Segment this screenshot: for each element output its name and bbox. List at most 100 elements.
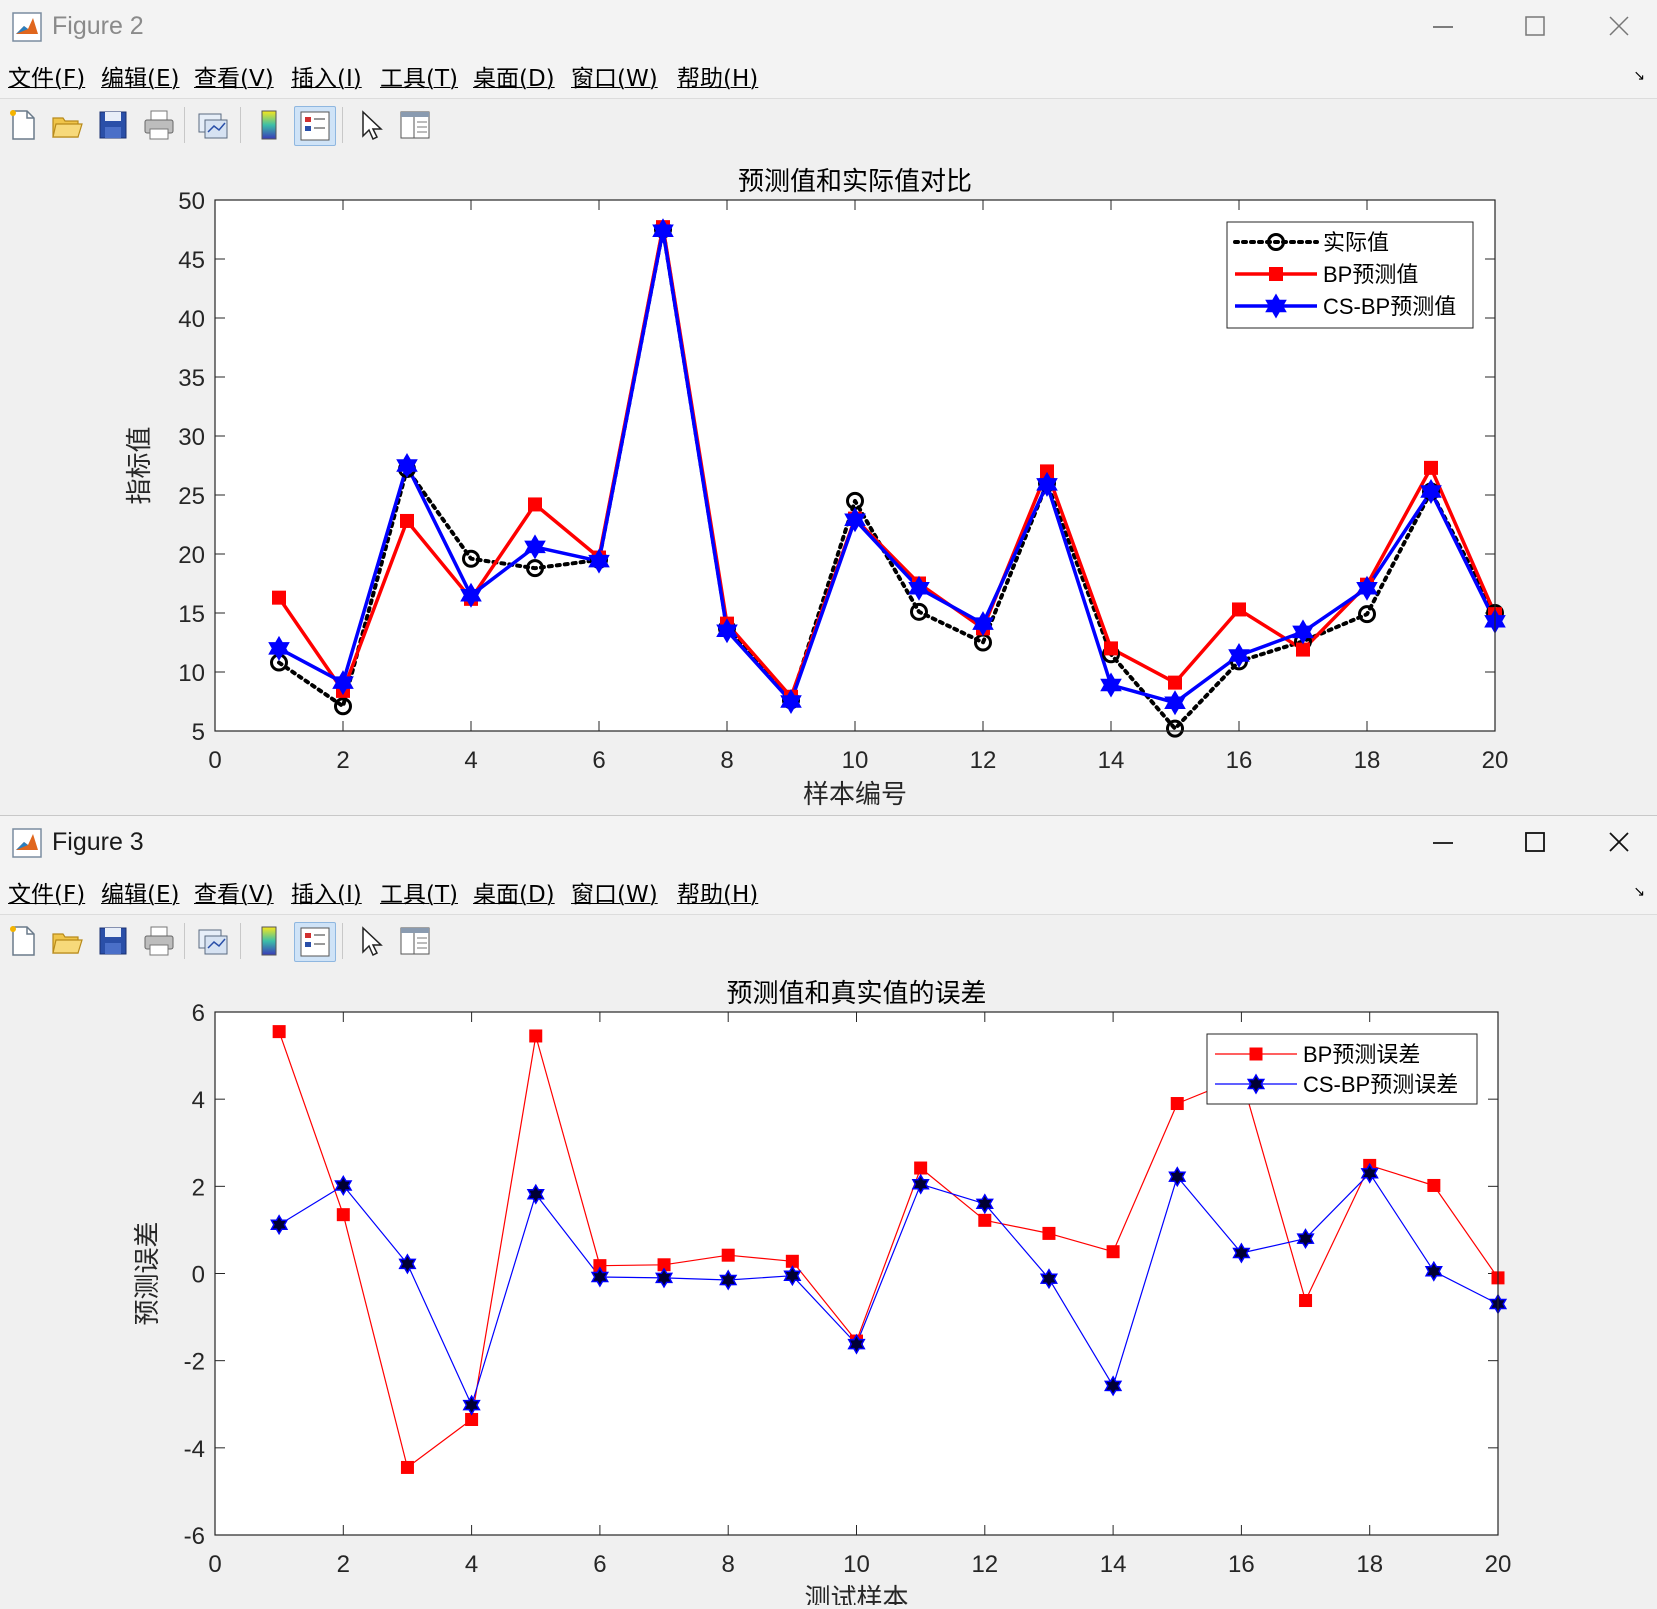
close-icon[interactable]: [1589, 4, 1649, 48]
menu-desktop[interactable]: 桌面(D): [473, 66, 555, 92]
data-point: [396, 453, 418, 478]
menu-desktop[interactable]: 桌面(D): [473, 882, 555, 908]
data-point: [400, 513, 414, 528]
y-axis-label: 指标值: [124, 426, 154, 504]
x-tick-label: 0: [208, 747, 221, 774]
y-tick-label: 40: [178, 306, 205, 333]
chart-title: 预测值和真实值的误差: [726, 978, 986, 1008]
x-tick-label: 4: [465, 1551, 478, 1578]
data-point: [529, 1029, 543, 1043]
data-point: [719, 1269, 738, 1291]
insert-legend-icon[interactable]: [294, 922, 336, 962]
menu-view[interactable]: 查看(V): [194, 882, 274, 908]
maximize-icon[interactable]: [1505, 4, 1565, 48]
x-tick-label: 2: [336, 747, 349, 774]
menu-bar: 文件(F) 编辑(E) 查看(V) 插入(I) 工具(T) 桌面(D) 窗口(W…: [0, 870, 1657, 914]
series-line-1: [278, 1172, 1499, 1406]
edit-plot-icon[interactable]: [354, 924, 388, 958]
save-icon[interactable]: [96, 108, 130, 142]
menu-view[interactable]: 查看(V): [194, 66, 274, 92]
legend-label: BP预测值: [1323, 262, 1418, 287]
x-tick-label: 12: [970, 747, 997, 774]
x-tick-label: 16: [1226, 747, 1253, 774]
menu-file[interactable]: 文件(F): [8, 882, 86, 908]
series-markers-1: [270, 1162, 1508, 1416]
data-point: [332, 670, 354, 696]
menu-help[interactable]: 帮助(H): [677, 66, 759, 92]
minimize-icon[interactable]: [1413, 4, 1473, 48]
print-icon[interactable]: [142, 108, 176, 142]
maximize-icon[interactable]: [1505, 820, 1565, 864]
y-axis-label: 预测误差: [132, 1221, 162, 1325]
new-figure-icon[interactable]: [6, 924, 40, 958]
data-point: [1106, 1245, 1120, 1259]
insert-colorbar-icon[interactable]: [252, 924, 286, 958]
y-tick-label: 35: [178, 365, 205, 392]
menu-edit[interactable]: 编辑(E): [101, 66, 180, 92]
data-point: [336, 1208, 350, 1222]
menu-tools[interactable]: 工具(T): [380, 882, 458, 908]
menu-insert[interactable]: 插入(I): [291, 66, 362, 92]
link-plot-icon[interactable]: [196, 108, 230, 142]
data-point: [1104, 641, 1118, 656]
data-point: [975, 1193, 994, 1215]
x-tick-label: 6: [593, 1551, 606, 1578]
link-plot-icon[interactable]: [196, 924, 230, 958]
menu-window[interactable]: 窗口(W): [571, 882, 658, 908]
menu-insert[interactable]: 插入(I): [291, 882, 362, 908]
data-point: [334, 1175, 353, 1196]
data-point: [270, 1214, 289, 1236]
x-tick-label: 0: [208, 1551, 221, 1578]
property-inspector-icon[interactable]: [398, 108, 432, 142]
data-point: [1164, 690, 1186, 716]
legend-label: BP预测误差: [1303, 1042, 1420, 1067]
print-icon[interactable]: [142, 924, 176, 958]
open-file-icon[interactable]: [50, 924, 84, 958]
data-point: [1356, 575, 1378, 601]
toolbar-separator: [342, 107, 343, 143]
insert-colorbar-icon[interactable]: [252, 108, 286, 142]
dock-arrow-icon[interactable]: ↘: [1633, 884, 1645, 900]
data-point: [1232, 1242, 1251, 1264]
y-tick-label: 25: [178, 483, 205, 510]
new-figure-icon[interactable]: [6, 108, 40, 142]
x-tick-label: 20: [1482, 747, 1509, 774]
y-tick-label: 0: [192, 1262, 205, 1289]
menu-window[interactable]: 窗口(W): [571, 66, 658, 92]
minimize-icon[interactable]: [1413, 820, 1473, 864]
series-line-2: [278, 228, 1497, 705]
y-tick-label: 30: [178, 424, 205, 451]
y-tick-label: -2: [184, 1349, 205, 1376]
edit-plot-icon[interactable]: [354, 108, 388, 142]
data-point: [1168, 1166, 1187, 1188]
toolbar-separator: [184, 107, 185, 143]
x-axis-label: 测试样本: [804, 1583, 908, 1605]
x-tick-label: 16: [1228, 1551, 1255, 1578]
y-tick-label: -4: [184, 1436, 205, 1463]
data-point: [1168, 675, 1182, 690]
legend-marker: [1265, 293, 1287, 319]
x-tick-label: 2: [337, 1551, 350, 1578]
data-point: [268, 635, 290, 661]
dock-arrow-icon[interactable]: ↘: [1633, 68, 1645, 84]
menu-edit[interactable]: 编辑(E): [101, 882, 180, 908]
data-point: [978, 1213, 992, 1227]
close-icon[interactable]: [1589, 820, 1649, 864]
menu-help[interactable]: 帮助(H): [677, 882, 759, 908]
save-icon[interactable]: [96, 924, 130, 958]
data-point: [1420, 479, 1442, 504]
open-file-icon[interactable]: [50, 108, 84, 142]
property-inspector-icon[interactable]: [398, 924, 432, 958]
legend-marker: [1269, 267, 1283, 281]
data-point: [721, 1248, 735, 1262]
menu-tools[interactable]: 工具(T): [380, 66, 458, 92]
matlab-icon: [12, 828, 42, 858]
data-point: [590, 1266, 609, 1288]
toolbar: [0, 914, 1657, 968]
insert-legend-icon[interactable]: [294, 106, 336, 146]
x-tick-label: 14: [1098, 747, 1125, 774]
data-point: [524, 534, 546, 560]
data-point: [1042, 1226, 1056, 1240]
menu-file[interactable]: 文件(F): [8, 66, 86, 92]
data-point: [1299, 1294, 1313, 1308]
